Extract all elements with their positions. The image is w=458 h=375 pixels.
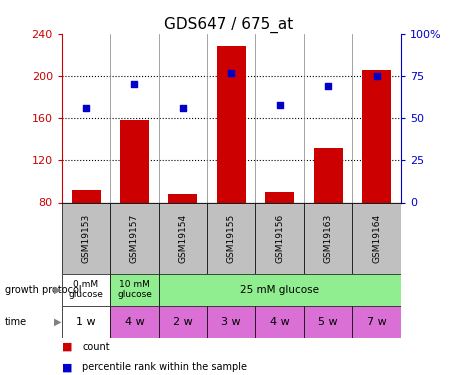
Text: 1 w: 1 w: [76, 316, 96, 327]
Bar: [110, 274, 158, 306]
Bar: [207, 202, 256, 274]
Text: 25 mM glucose: 25 mM glucose: [240, 285, 319, 295]
Bar: [352, 306, 401, 338]
Text: 4 w: 4 w: [125, 316, 144, 327]
Text: GDS647 / 675_at: GDS647 / 675_at: [164, 17, 294, 33]
Bar: [217, 46, 246, 287]
Text: GSM19154: GSM19154: [178, 214, 187, 262]
Bar: [62, 202, 110, 274]
Bar: [352, 202, 401, 274]
Bar: [207, 306, 256, 338]
Bar: [120, 120, 149, 287]
Bar: [256, 202, 304, 274]
Bar: [304, 306, 352, 338]
Bar: [158, 202, 207, 274]
Point: [324, 84, 332, 90]
Bar: [362, 70, 391, 287]
Text: 10 mM
glucose: 10 mM glucose: [117, 280, 152, 299]
Text: 3 w: 3 w: [222, 316, 241, 327]
Bar: [304, 202, 352, 274]
Text: ▶: ▶: [54, 285, 61, 295]
Text: GSM19157: GSM19157: [130, 213, 139, 263]
Bar: [158, 306, 207, 338]
Text: GSM19155: GSM19155: [227, 213, 236, 263]
Text: growth protocol: growth protocol: [5, 285, 81, 295]
Text: 4 w: 4 w: [270, 316, 289, 327]
Bar: [110, 306, 158, 338]
Text: GSM19164: GSM19164: [372, 214, 381, 262]
Text: 7 w: 7 w: [367, 316, 387, 327]
Text: GSM19153: GSM19153: [82, 213, 91, 263]
Point: [131, 81, 138, 87]
Point: [82, 105, 90, 111]
Text: GSM19163: GSM19163: [324, 213, 333, 263]
Text: time: time: [5, 316, 27, 327]
Text: ■: ■: [62, 342, 72, 352]
Bar: [256, 306, 304, 338]
Bar: [110, 202, 158, 274]
Text: 0 mM
glucose: 0 mM glucose: [69, 280, 104, 299]
Bar: [71, 190, 101, 287]
Text: percentile rank within the sample: percentile rank within the sample: [82, 363, 247, 372]
Point: [276, 102, 284, 108]
Bar: [62, 306, 110, 338]
Bar: [314, 148, 343, 287]
Bar: [158, 274, 401, 306]
Text: ▶: ▶: [54, 316, 61, 327]
Bar: [265, 192, 294, 287]
Bar: [62, 274, 110, 306]
Text: ■: ■: [62, 363, 72, 372]
Text: count: count: [82, 342, 110, 352]
Text: GSM19156: GSM19156: [275, 213, 284, 263]
Point: [179, 105, 186, 111]
Text: 5 w: 5 w: [318, 316, 338, 327]
Point: [373, 73, 380, 79]
Text: 2 w: 2 w: [173, 316, 193, 327]
Point: [228, 70, 235, 76]
Bar: [169, 194, 197, 287]
